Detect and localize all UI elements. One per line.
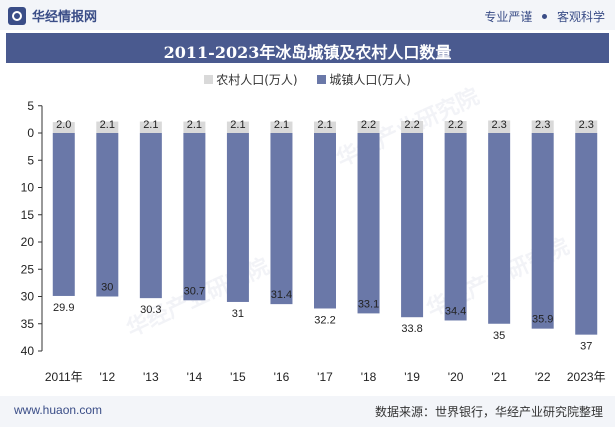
legend-label-urban: 城镇人口(万人): [329, 73, 411, 87]
x-tick-label: '22: [535, 370, 551, 384]
bar-urban: [531, 133, 554, 329]
data-label-rural: 2.1: [187, 119, 202, 131]
bar-urban: [575, 133, 598, 335]
bar-urban: [52, 133, 75, 296]
data-label-urban: 31.4: [271, 289, 292, 301]
bar-rural: [357, 121, 380, 133]
bar-rural: [575, 120, 598, 133]
data-label-rural: 2.2: [404, 119, 419, 131]
bar-rural: [401, 121, 424, 133]
bar-rural: [139, 121, 162, 133]
x-tick-label: '16: [274, 370, 290, 384]
top-bar: 华经情报网 专业严谨 客观科学: [0, 0, 615, 30]
x-tick-label: '21: [491, 370, 507, 384]
bar-rural: [96, 121, 119, 133]
bar-urban: [357, 133, 380, 314]
data-label-rural: 2.1: [100, 119, 115, 131]
y-tick-label: 25: [21, 262, 35, 276]
x-tick-label: '17: [317, 370, 333, 384]
data-label-urban: 31: [232, 308, 244, 320]
data-label-urban: 34.4: [445, 305, 466, 317]
tagline: 专业严谨 客观科学: [484, 8, 605, 25]
data-label-rural: 2.3: [492, 119, 507, 131]
x-tick-label: '13: [143, 370, 159, 384]
bar-urban: [401, 133, 424, 318]
chart-plot: 5 0 5 10 15 20 25 30 35 40 2.0 29.9 2011年 2.1 30 '12 2.1…: [21, 99, 606, 384]
bar-rural: [52, 122, 75, 133]
y-tick-label: 10: [21, 181, 35, 195]
chart-legend: 农村人口(万人) 城镇人口(万人): [0, 71, 615, 88]
legend-swatch-rural: [204, 75, 214, 84]
footer: www.huaon.com 数据来源：世界银行，华经产业研究院整理: [0, 396, 615, 427]
x-tick-label: 2023年: [567, 370, 606, 384]
data-label-rural: 2.3: [535, 119, 550, 131]
bar-urban: [226, 133, 249, 302]
website-link[interactable]: www.huaon.com: [14, 403, 103, 417]
bar-rural: [444, 121, 467, 133]
data-label-rural: 2.3: [579, 119, 594, 131]
bar-rural: [531, 120, 554, 133]
brand: 华经情报网: [8, 6, 97, 25]
data-label-urban: 30.3: [140, 304, 161, 316]
brand-name: 华经情报网: [32, 10, 98, 25]
chart-title: 2011-2023年冰岛城镇及农村人口数量: [163, 43, 452, 62]
bar-urban: [183, 133, 206, 301]
bullet-dot-icon: [542, 14, 548, 19]
bar-rural: [183, 121, 206, 133]
title-bar: 2011-2023年冰岛城镇及农村人口数量: [6, 33, 609, 63]
bar-urban: [444, 133, 467, 321]
x-tick-label: '14: [187, 370, 203, 384]
huajing-logo-icon: [8, 6, 26, 25]
data-label-urban: 30.7: [184, 285, 205, 297]
legend-item-urban: 城镇人口(万人): [317, 71, 411, 88]
bar-urban: [488, 133, 511, 324]
data-label-rural: 2.1: [274, 119, 289, 131]
legend-swatch-urban: [317, 75, 327, 84]
x-tick-label: '19: [404, 370, 420, 384]
x-tick-label: '12: [99, 370, 115, 384]
legend-label-rural: 农村人口(万人): [216, 73, 298, 87]
data-label-rural: 2.1: [143, 119, 158, 131]
data-label-rural: 2.1: [317, 119, 332, 131]
y-tick-label: 35: [21, 317, 35, 331]
data-label-rural: 2.0: [56, 119, 71, 131]
y-tick-label: 40: [21, 344, 35, 358]
data-label-rural: 2.1: [230, 119, 245, 131]
x-tick-label: '18: [361, 370, 377, 384]
bar-urban: [96, 133, 119, 297]
y-tick-label: 5: [27, 99, 34, 113]
bar-urban: [139, 133, 162, 299]
data-label-rural: 2.2: [361, 119, 376, 131]
bar-urban: [270, 133, 293, 305]
y-tick-label: 0: [27, 126, 34, 140]
x-tick-label: '20: [448, 370, 464, 384]
tagline-left: 专业严谨: [484, 10, 533, 24]
data-label-urban: 29.9: [53, 302, 74, 314]
tagline-right: 客观科学: [556, 10, 605, 24]
data-label-urban: 32.2: [314, 314, 335, 326]
data-label-rural: 2.2: [448, 119, 463, 131]
y-tick-label: 30: [21, 290, 35, 304]
legend-item-rural: 农村人口(万人): [204, 71, 298, 88]
bar-rural: [488, 120, 511, 133]
x-tick-label: '15: [230, 370, 246, 384]
data-label-urban: 35.9: [532, 314, 553, 326]
data-label-urban: 33.8: [401, 323, 422, 335]
bar-rural: [270, 121, 293, 133]
y-tick-label: 5: [27, 153, 34, 167]
x-tick-label: 2011年: [45, 370, 83, 384]
data-label-urban: 37: [580, 341, 592, 353]
data-label-urban: 35: [493, 330, 505, 342]
bar-rural: [226, 121, 249, 133]
bar-urban: [314, 133, 336, 309]
y-tick-label: 20: [21, 235, 35, 249]
data-label-urban: 30: [101, 282, 113, 294]
data-label-urban: 33.1: [358, 298, 379, 310]
bar-rural: [314, 121, 336, 133]
y-tick-label: 15: [21, 208, 35, 222]
data-source: 数据来源：世界银行，华经产业研究院整理: [374, 405, 603, 419]
